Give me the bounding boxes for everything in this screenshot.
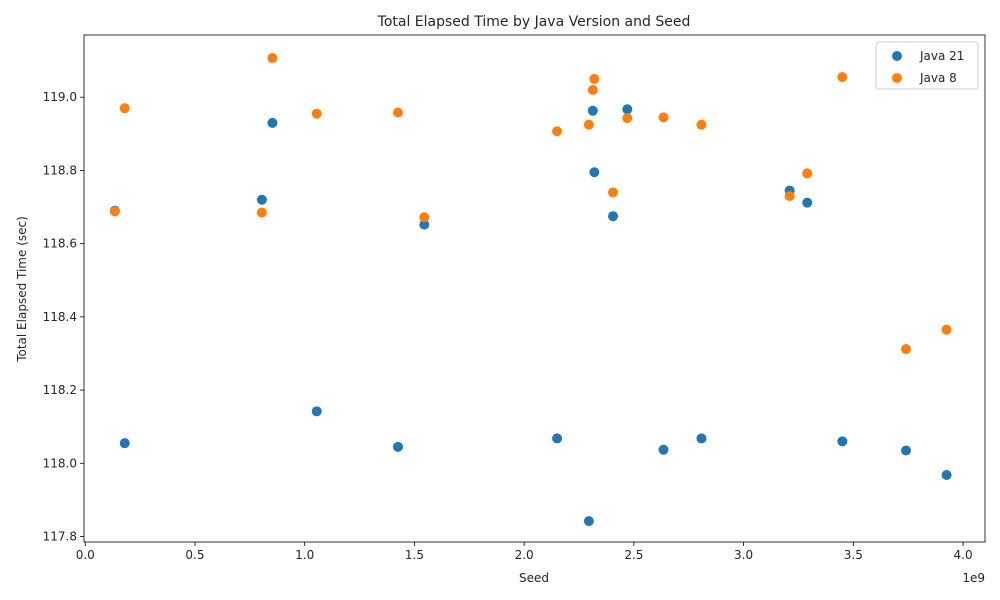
y-axis-label: Total Elapsed Time (sec) — [15, 216, 29, 363]
data-point — [608, 211, 619, 222]
x-tick-label: 0.0 — [76, 548, 95, 562]
legend-marker — [892, 73, 902, 83]
data-point — [941, 470, 952, 481]
x-tick-label: 3.0 — [734, 548, 753, 562]
data-point — [622, 113, 633, 124]
plot-area — [83, 34, 986, 543]
data-point — [392, 107, 403, 118]
x-axis-offset-label: 1e9 — [962, 571, 985, 585]
data-point — [419, 212, 430, 223]
data-point — [696, 119, 707, 130]
data-point — [552, 433, 563, 444]
x-tick-label: 3.5 — [844, 548, 863, 562]
data-point — [583, 516, 594, 527]
data-point — [552, 126, 563, 137]
data-point — [311, 406, 322, 417]
data-point — [392, 441, 403, 452]
y-tick-label: 117.8 — [43, 530, 77, 544]
data-point — [587, 105, 598, 116]
data-point — [802, 197, 813, 208]
data-point — [802, 168, 813, 179]
data-point — [837, 436, 848, 447]
x-axis-label: Seed — [519, 571, 549, 585]
series-1 — [109, 104, 952, 527]
y-tick-label: 119.0 — [43, 90, 77, 104]
data-point — [419, 219, 430, 230]
data-point — [256, 194, 267, 205]
y-tick-label: 118.8 — [43, 163, 77, 177]
data-point — [589, 167, 600, 178]
x-tick-label: 4.0 — [954, 548, 973, 562]
data-point — [900, 344, 911, 355]
data-point — [587, 84, 598, 95]
data-point — [583, 119, 594, 130]
data-point — [837, 72, 848, 83]
x-tick-label: 1.0 — [295, 548, 314, 562]
chart-title: Total Elapsed Time by Java Version and S… — [377, 14, 691, 30]
x-tick-label: 2.0 — [515, 548, 534, 562]
data-point — [311, 108, 322, 119]
data-point — [900, 445, 911, 456]
data-point — [109, 206, 120, 217]
data-point — [658, 444, 669, 455]
legend-label: Java 8 — [919, 71, 957, 85]
data-point — [267, 117, 278, 128]
y-axis-ticks: 117.8 118.0 118.2 118.4 118.6 118.8 119.0 — [43, 90, 84, 544]
axes-frame — [83, 34, 986, 543]
data-point — [784, 191, 795, 202]
y-tick-label: 118.4 — [43, 310, 77, 324]
data-point — [589, 73, 600, 84]
data-point — [658, 112, 669, 123]
data-point — [256, 207, 267, 218]
data-point — [119, 438, 130, 449]
data-point — [119, 103, 130, 114]
data-point — [696, 433, 707, 444]
legend-marker — [892, 51, 902, 61]
x-tick-label: 1.5 — [405, 548, 424, 562]
data-point — [608, 187, 619, 198]
legend-label: Java 21 — [919, 49, 964, 63]
y-tick-label: 118.0 — [43, 456, 77, 470]
x-tick-label: 0.5 — [185, 548, 204, 562]
data-point — [267, 53, 278, 64]
series-2 — [109, 53, 952, 355]
x-tick-label: 2.5 — [624, 548, 643, 562]
y-tick-label: 118.2 — [43, 383, 77, 397]
legend: Java 21 Java 8 — [875, 41, 979, 90]
data-point — [941, 324, 952, 335]
y-tick-label: 118.6 — [43, 237, 77, 251]
data-point — [622, 104, 633, 115]
x-axis-ticks: 0.0 0.5 1.0 1.5 2.0 2.5 3.0 3.5 4.0 — [76, 542, 973, 562]
